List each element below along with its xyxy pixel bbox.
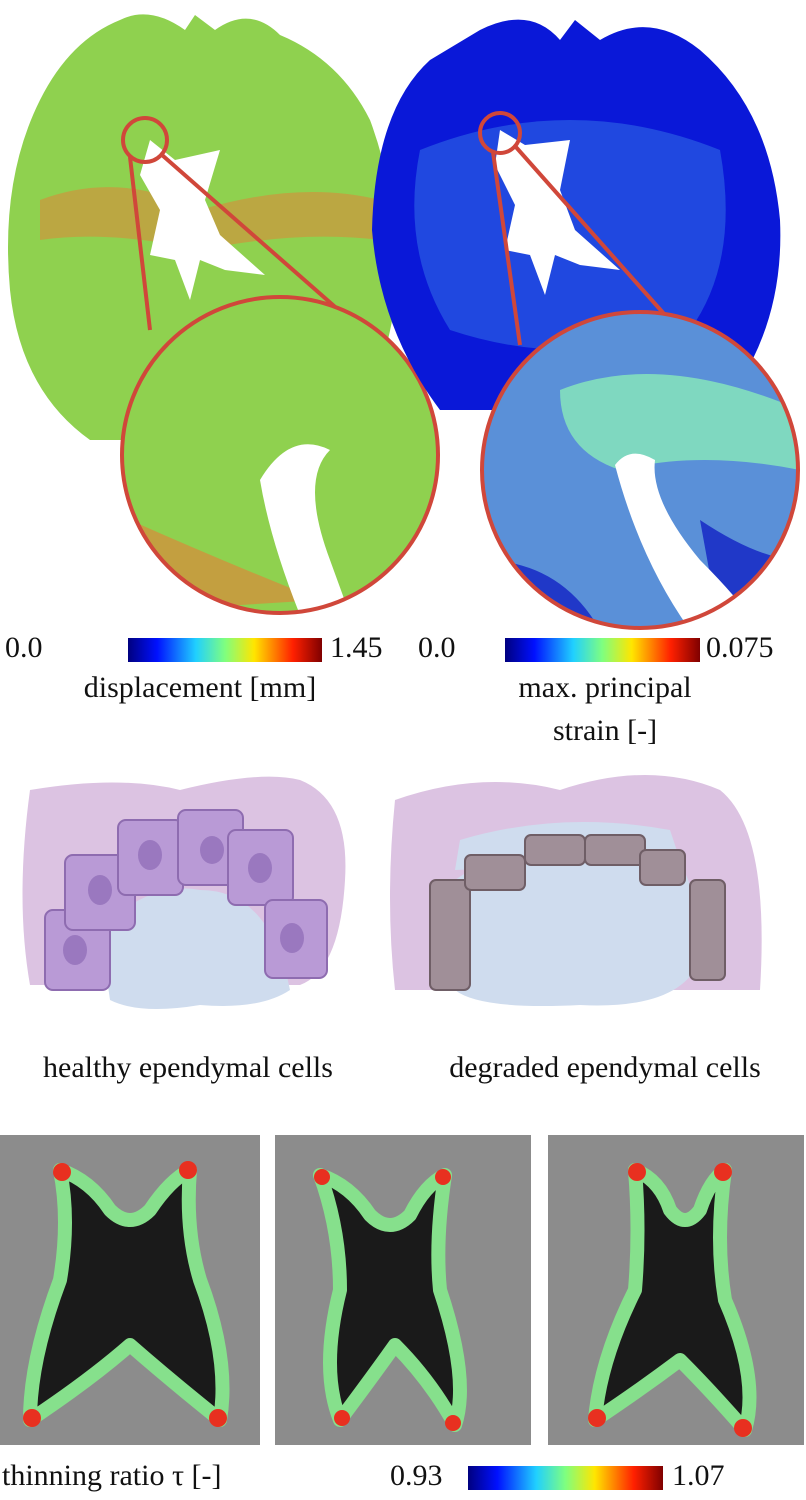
colorbar bbox=[128, 638, 322, 662]
strain-zoom bbox=[480, 310, 800, 630]
caption: healthy ependymal cells bbox=[43, 1051, 333, 1084]
mri-panels bbox=[0, 1135, 804, 1445]
colorbar-min: 0.93 bbox=[390, 1459, 443, 1492]
degraded-cells bbox=[390, 775, 762, 1006]
colorbar bbox=[468, 1466, 663, 1490]
caption: degraded ependymal cells bbox=[449, 1051, 761, 1084]
mri-label: thinning ratio τ [-] bbox=[2, 1459, 222, 1492]
colorbar-min: 0.0 bbox=[418, 631, 456, 664]
colorbar-label: strain [-] bbox=[553, 714, 657, 747]
colorbar-label: max. principal bbox=[518, 671, 691, 704]
colorbar-max: 1.07 bbox=[672, 1459, 725, 1492]
colorbar-label: displacement [mm] bbox=[84, 671, 316, 704]
colorbar-min: 0.0 bbox=[5, 631, 43, 664]
healthy-cells bbox=[22, 776, 346, 1009]
colorbar-max: 0.075 bbox=[706, 631, 774, 664]
colorbar bbox=[505, 638, 700, 662]
displacement-zoom bbox=[120, 295, 440, 615]
strain-brain bbox=[372, 19, 781, 410]
colorbar-max: 1.45 bbox=[330, 631, 383, 664]
